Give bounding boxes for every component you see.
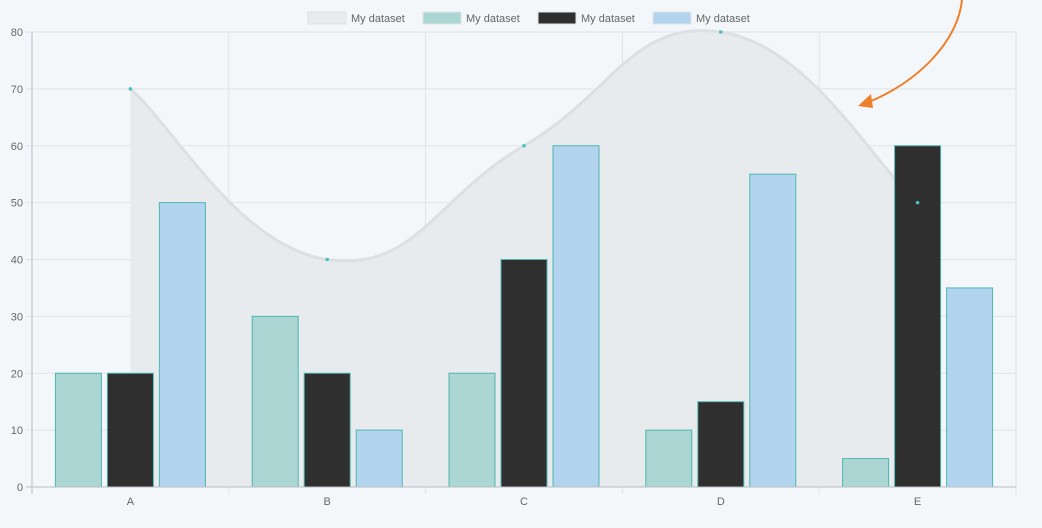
bar-series-1 — [645, 429, 693, 488]
y-tick-label: 30 — [11, 311, 23, 323]
annotation-layer — [858, 0, 963, 108]
y-tick-label: 60 — [11, 141, 23, 153]
bar-series-1 — [54, 372, 102, 488]
y-tick-label: 10 — [11, 425, 23, 437]
legend-item[interactable]: My dataset — [422, 11, 520, 25]
annotation-arrow-head — [858, 94, 873, 108]
legend-label: My dataset — [351, 13, 405, 25]
points-layer — [128, 30, 920, 262]
legend-swatch — [652, 11, 692, 25]
bar-series-2 — [697, 401, 745, 488]
area-series-point — [128, 87, 133, 91]
legend[interactable]: My dataset My dataset My dataset My dataset — [307, 11, 750, 25]
bar-series-1 — [251, 315, 299, 488]
y-tick-label: 50 — [11, 198, 23, 210]
x-tick-label: E — [914, 496, 921, 508]
annotation-arrow-line — [863, 0, 963, 105]
legend-swatch — [422, 11, 462, 25]
area-series-point — [522, 143, 526, 148]
y-tick-label: 40 — [11, 255, 23, 267]
x-tick-label: A — [127, 496, 135, 508]
legend-label: My dataset — [696, 13, 750, 25]
y-tick-label: 80 — [11, 27, 23, 39]
bar-series-1 — [842, 458, 890, 488]
legend-swatch — [307, 11, 347, 25]
area-series-point — [719, 30, 723, 34]
x-tick-label: B — [324, 496, 331, 508]
y-tick-label: 0 — [17, 482, 23, 494]
bar-series-2 — [106, 372, 154, 488]
x-tick-label: C — [520, 496, 528, 508]
legend-item[interactable]: My dataset — [307, 11, 405, 25]
legend-item[interactable]: My dataset — [537, 11, 635, 25]
x-tick-label: D — [717, 496, 725, 508]
bar-series-3 — [552, 145, 600, 488]
y-tick-label: 20 — [11, 368, 23, 380]
bar-series-2 — [303, 372, 351, 488]
bar-series-2 — [500, 259, 548, 488]
area-series-point — [915, 200, 920, 205]
bar-series-2 — [894, 145, 942, 488]
bar-series-3 — [946, 287, 994, 488]
legend-label: My dataset — [581, 13, 635, 25]
bar-series-3 — [158, 202, 206, 488]
legend-item[interactable]: My dataset — [652, 11, 750, 25]
bar-series-1 — [448, 372, 496, 488]
y-tick-label: 70 — [11, 84, 23, 96]
axis-layer: 0 10 20 30 40 50 60 70 80 A B C D E — [11, 27, 1016, 508]
area-series-point — [325, 257, 330, 262]
bar-series-3 — [355, 429, 403, 488]
bar-series-3 — [749, 173, 797, 488]
legend-swatch — [537, 11, 577, 25]
legend-label: My dataset — [466, 13, 520, 25]
bars-layer — [54, 145, 994, 488]
